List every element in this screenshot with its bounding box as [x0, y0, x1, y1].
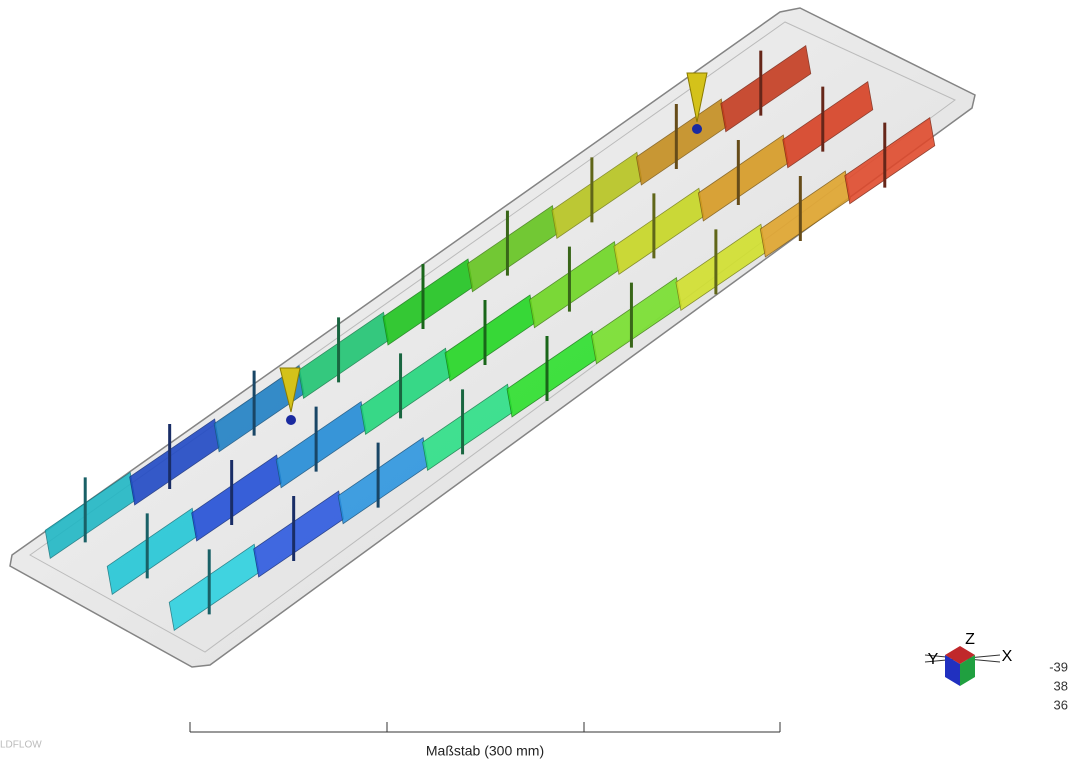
watermark: LDFLOW: [0, 740, 42, 751]
triad-label-x: X: [1002, 648, 1013, 665]
legend-value: 36: [1054, 697, 1068, 712]
legend-value: 38: [1054, 678, 1068, 693]
legend: -39 38 36: [1049, 659, 1068, 712]
legend-value: -39: [1049, 659, 1068, 674]
triad-label-y: Y: [928, 651, 939, 668]
triad-label-z: Z: [965, 631, 975, 648]
viewport: Y Z X -39 38 36 Maßstab (300 mm) LDFLOW: [0, 0, 1071, 765]
axis-triad: Y Z X: [925, 631, 1013, 686]
scene: Y Z X -39 38 36 Maßstab (300 mm) LDFLOW: [0, 0, 1071, 765]
scale-bar-label: Maßstab (300 mm): [426, 743, 544, 759]
scale-bar: [190, 722, 780, 732]
ribs: [45, 46, 935, 631]
